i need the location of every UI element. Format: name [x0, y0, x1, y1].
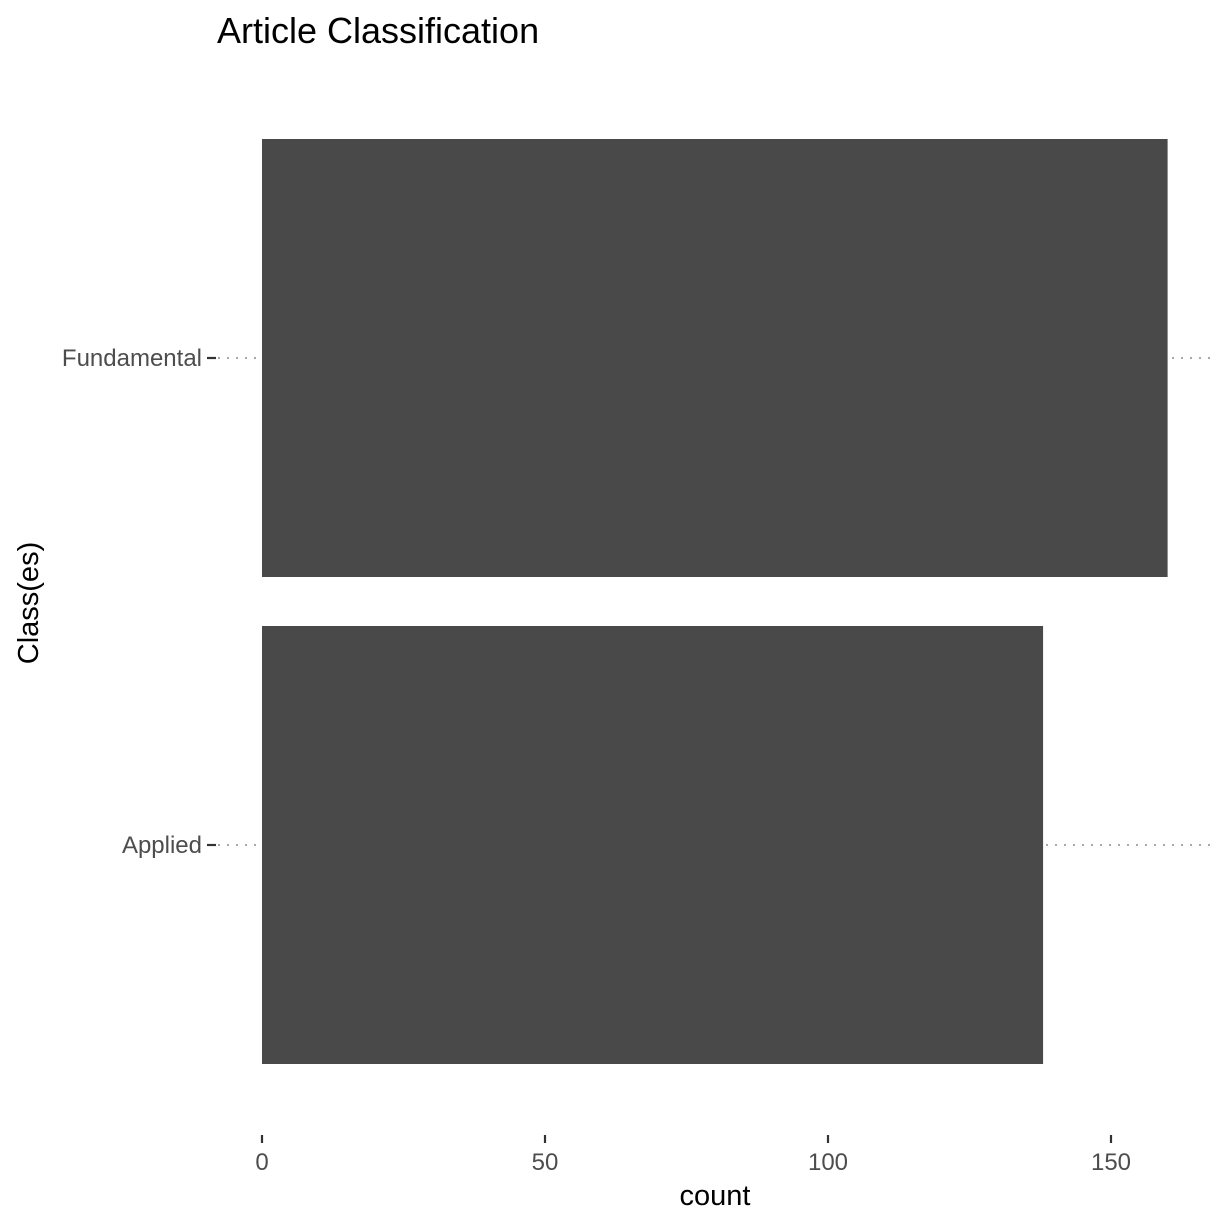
y-tick-label-fundamental: Fundamental [62, 345, 202, 372]
x-tick-label-50: 50 [532, 1149, 559, 1176]
x-tick-label-100: 100 [808, 1149, 848, 1176]
bars [262, 139, 1168, 1064]
bar-applied [262, 626, 1044, 1064]
x-axis-title: count [680, 1180, 751, 1212]
y-axis: Fundamental Applied [62, 345, 216, 859]
x-tick-label-150: 150 [1091, 1149, 1131, 1176]
chart-title: Article Classification [217, 10, 539, 51]
bar-fundamental [262, 139, 1168, 577]
x-axis: 0 50 100 150 [255, 1135, 1131, 1176]
x-tick-label-0: 0 [255, 1149, 268, 1176]
y-tick-label-applied: Applied [122, 832, 202, 859]
y-axis-title: Class(es) [13, 542, 45, 664]
